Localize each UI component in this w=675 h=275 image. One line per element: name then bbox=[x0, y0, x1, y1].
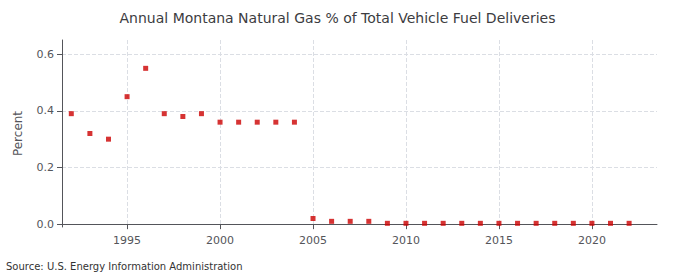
svg-text:Percent: Percent bbox=[11, 111, 25, 156]
svg-text:2020: 2020 bbox=[578, 234, 606, 247]
svg-text:2005: 2005 bbox=[299, 234, 327, 247]
svg-text:Annual Montana Natural Gas % o: Annual Montana Natural Gas % of Total Ve… bbox=[120, 10, 556, 26]
svg-text:0.2: 0.2 bbox=[37, 161, 55, 174]
svg-text:0.6: 0.6 bbox=[37, 48, 55, 61]
svg-text:2010: 2010 bbox=[392, 234, 420, 247]
svg-text:2015: 2015 bbox=[485, 234, 513, 247]
svg-text:1995: 1995 bbox=[113, 234, 141, 247]
svg-text:2000: 2000 bbox=[206, 234, 234, 247]
svg-text:0.4: 0.4 bbox=[37, 104, 55, 117]
svg-text:Source: U.S. Energy Informatio: Source: U.S. Energy Information Administ… bbox=[6, 261, 243, 272]
svg-text:0.0: 0.0 bbox=[37, 218, 55, 231]
